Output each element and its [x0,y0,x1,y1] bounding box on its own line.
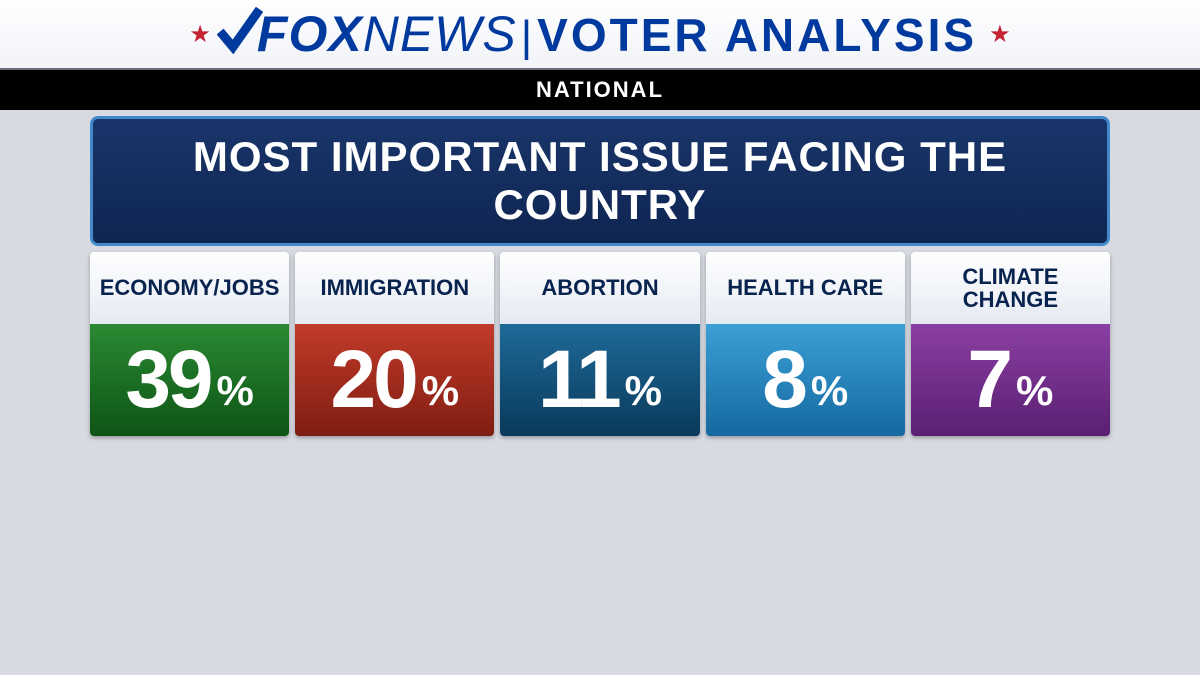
issue-label: ABORTION [500,252,699,324]
issue-value: 39% [90,324,289,436]
scope-label: NATIONAL [536,77,664,103]
issue-card: CLIMATE CHANGE7% [911,252,1110,436]
issue-card: ECONOMY/JOBS39% [90,252,289,436]
logo-divider: | [521,12,533,62]
logo-fox: FOX [257,5,363,63]
cards-row: ECONOMY/JOBS39%IMMIGRATION20%ABORTION11%… [90,252,1110,436]
issue-label: ECONOMY/JOBS [90,252,289,324]
issue-percent-number: 39 [125,333,210,427]
issue-value: 11% [500,324,699,436]
issue-percent-number: 11 [538,333,619,427]
issue-card: ABORTION11% [500,252,699,436]
issue-label: HEALTH CARE [706,252,905,324]
percent-sign: % [811,367,848,415]
header-bar: ★ FOX NEWS | VOTER ANALYSIS ★ [0,0,1200,70]
logo-news: NEWS [363,5,517,63]
issue-value: 7% [911,324,1110,436]
issue-value: 20% [295,324,494,436]
issue-percent-number: 20 [331,333,416,427]
chart-title-box: MOST IMPORTANT ISSUE FACING THE COUNTRY [90,116,1110,246]
percent-sign: % [217,367,254,415]
network-logo: FOX NEWS | VOTER ANALYSIS [223,5,977,63]
issue-card: HEALTH CARE8% [706,252,905,436]
issue-percent-number: 8 [762,333,805,427]
issue-value: 8% [706,324,905,436]
logo-subtitle: VOTER ANALYSIS [537,8,977,62]
star-icon-right: ★ [989,20,1011,49]
percent-sign: % [1016,367,1053,415]
issue-label: IMMIGRATION [295,252,494,324]
percent-sign: % [422,367,459,415]
chart-title: MOST IMPORTANT ISSUE FACING THE COUNTRY [113,133,1087,229]
scope-band: NATIONAL [0,70,1200,110]
issue-card: IMMIGRATION20% [295,252,494,436]
issue-label: CLIMATE CHANGE [911,252,1110,324]
percent-sign: % [625,367,662,415]
issue-percent-number: 7 [967,333,1010,427]
star-icon-left: ★ [189,20,211,49]
